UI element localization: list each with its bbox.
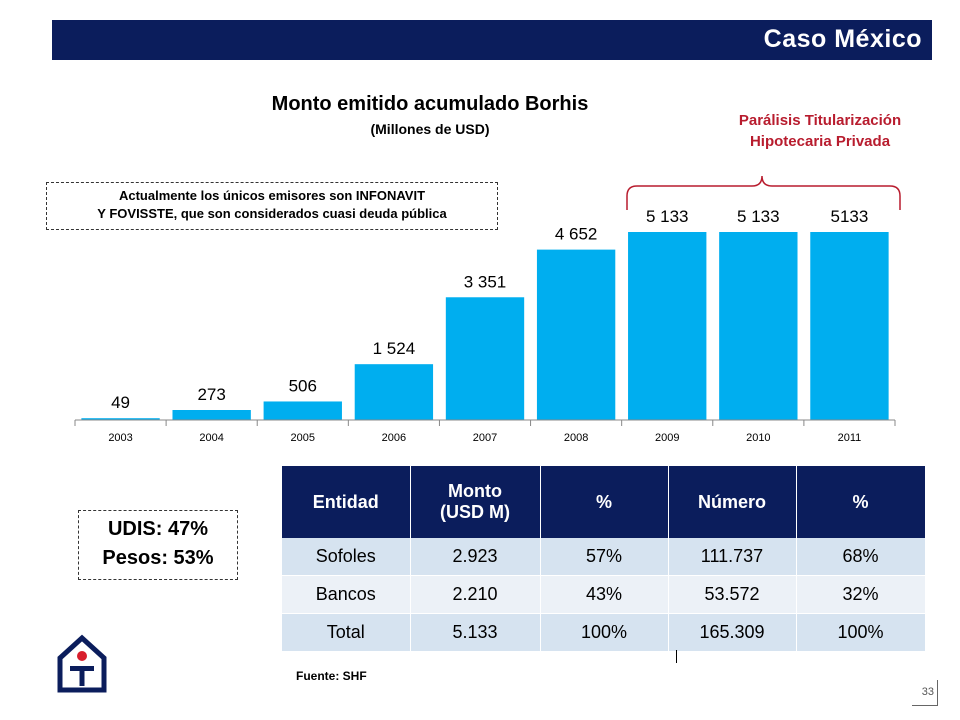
udis-pesos-box: UDIS: 47% Pesos: 53% <box>78 510 238 580</box>
x-tick-label-2007: 2007 <box>473 432 497 444</box>
table-cell: 100% <box>540 613 669 652</box>
x-tick-label-2011: 2011 <box>838 432 862 444</box>
paralisis-brace <box>626 175 901 210</box>
table-cell: 111.737 <box>668 538 797 576</box>
pesos-line: Pesos: 53% <box>102 547 214 569</box>
x-tick-label-2005: 2005 <box>291 432 315 444</box>
x-tick-label-2006: 2006 <box>382 432 406 444</box>
x-tick-label-2008: 2008 <box>564 432 588 444</box>
data-label-2006: 1 524 <box>373 339 416 358</box>
bar-2004 <box>172 410 251 420</box>
bar-chart: 49 2003 273 2004 506 2005 1 524 2006 3 351 2007 4 … <box>74 175 901 444</box>
table-row: Total 5.133 100% 165.309 100% <box>282 613 926 652</box>
table-cell: 165.309 <box>668 613 797 652</box>
table-cell: 53.572 <box>668 575 797 614</box>
x-tick-label-2010: 2010 <box>746 432 770 444</box>
table-cell: 43% <box>540 575 669 614</box>
emitters-note: Actualmente los únicos emisores son INFO… <box>46 182 498 230</box>
page-number: 33 <box>912 680 938 706</box>
x-tick-label-2003: 2003 <box>108 432 132 444</box>
page-number-text: 33 <box>921 686 934 698</box>
table-header-row: Entidad Monto (USD M) % Número % <box>282 466 926 538</box>
x-tick-label-2009: 2009 <box>655 432 679 444</box>
data-label-2007: 3 351 <box>464 272 507 291</box>
data-label-2003: 49 <box>111 393 130 412</box>
emitters-note-line1: Actualmente los únicos emisores son INFO… <box>118 188 426 203</box>
data-label-2005: 506 <box>289 376 317 395</box>
paralisis-note: Parálisis Titularización Hipotecaria Pri… <box>700 110 940 152</box>
source-note: Fuente: SHF <box>296 669 367 683</box>
chart-subtitle: (Millones de USD) <box>370 121 490 137</box>
header-bar: Caso México <box>52 20 932 60</box>
table-cell: 100% <box>796 613 926 652</box>
bar-2011 <box>810 232 889 420</box>
col-header-monto: Monto (USD M) <box>410 466 541 538</box>
table-cell: Sofoles <box>282 538 411 576</box>
bar-2007 <box>445 297 525 420</box>
col-header-entidad: Entidad <box>282 466 411 538</box>
udis-line: UDIS: 47% <box>107 518 209 540</box>
table-cell: Bancos <box>282 575 411 614</box>
table-cell: 57% <box>540 538 669 576</box>
data-label-2004: 273 <box>197 385 225 404</box>
table-cell: 68% <box>796 538 926 576</box>
table-cell: 32% <box>796 575 926 614</box>
data-label-2009: 5 133 <box>646 207 689 226</box>
bar-2005 <box>263 401 342 420</box>
data-label-2011: 5133 <box>831 207 869 226</box>
emissions-table: Entidad Monto (USD M) % Número % Sofo <box>282 466 926 652</box>
table-cell: 5.133 <box>410 613 541 652</box>
col-header-numero: Número <box>668 466 797 538</box>
paralisis-note-line1: Parálisis Titularización <box>738 112 902 129</box>
bar-2008 <box>536 249 616 420</box>
table-cell: Total <box>282 613 411 652</box>
table-row: Sofoles 2.923 57% 111.737 68% <box>282 538 926 576</box>
tick-mark <box>676 650 677 663</box>
table-cell: 2.210 <box>410 575 541 614</box>
bar-2003 <box>81 418 160 420</box>
paralisis-note-line2: Hipotecaria Privada <box>749 133 891 150</box>
data-label-2008: 4 652 <box>555 225 598 244</box>
emissions-table-wrap: Entidad Monto (USD M) % Número % Sofo <box>282 466 926 652</box>
bar-2009 <box>628 232 707 420</box>
data-label-2010: 5 133 <box>737 207 780 226</box>
chart-title: Monto emitido acumulado Borhis <box>271 93 589 115</box>
bar-2006 <box>354 364 434 420</box>
table-row: Bancos 2.210 43% 53.572 32% <box>282 575 926 614</box>
house-logo-icon <box>56 634 108 694</box>
bar-2010 <box>719 232 798 420</box>
col-header-pct-monto: % <box>540 466 669 538</box>
header-title: Caso México <box>763 25 922 53</box>
col-header-pct-numero: % <box>796 466 926 538</box>
table-cell: 2.923 <box>410 538 541 576</box>
emitters-note-line2: Y FOVISSTE, que son considerados cuasi d… <box>97 206 447 221</box>
x-tick-label-2004: 2004 <box>199 432 223 444</box>
